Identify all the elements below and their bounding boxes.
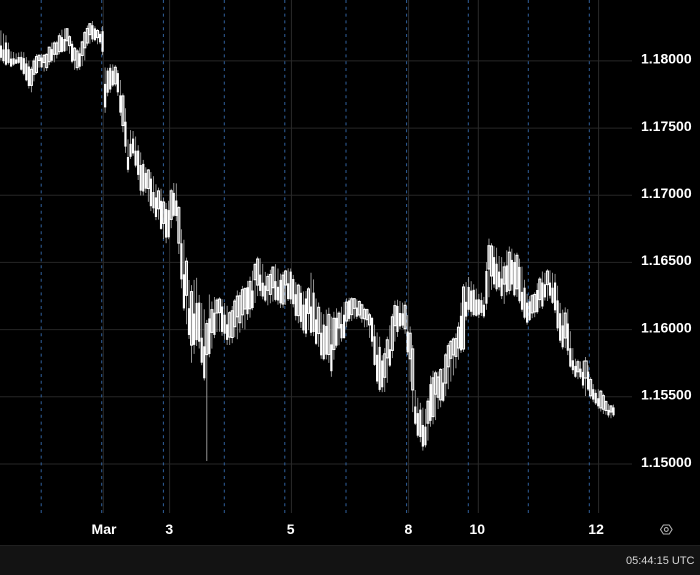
svg-text:1.18000: 1.18000 [641, 51, 692, 67]
svg-text:1.17000: 1.17000 [641, 185, 692, 201]
svg-text:Mar: Mar [92, 521, 117, 537]
svg-text:10: 10 [469, 521, 485, 537]
svg-text:5: 5 [287, 521, 295, 537]
svg-text:1.16500: 1.16500 [641, 252, 692, 268]
svg-text:1.15500: 1.15500 [641, 387, 692, 403]
svg-text:1.16000: 1.16000 [641, 319, 692, 335]
svg-text:05:44:15 UTC: 05:44:15 UTC [626, 555, 695, 567]
svg-text:8: 8 [405, 521, 413, 537]
svg-text:1.17500: 1.17500 [641, 118, 692, 134]
svg-text:1.15000: 1.15000 [641, 454, 692, 470]
svg-text:12: 12 [588, 521, 604, 537]
svg-text:3: 3 [165, 521, 173, 537]
